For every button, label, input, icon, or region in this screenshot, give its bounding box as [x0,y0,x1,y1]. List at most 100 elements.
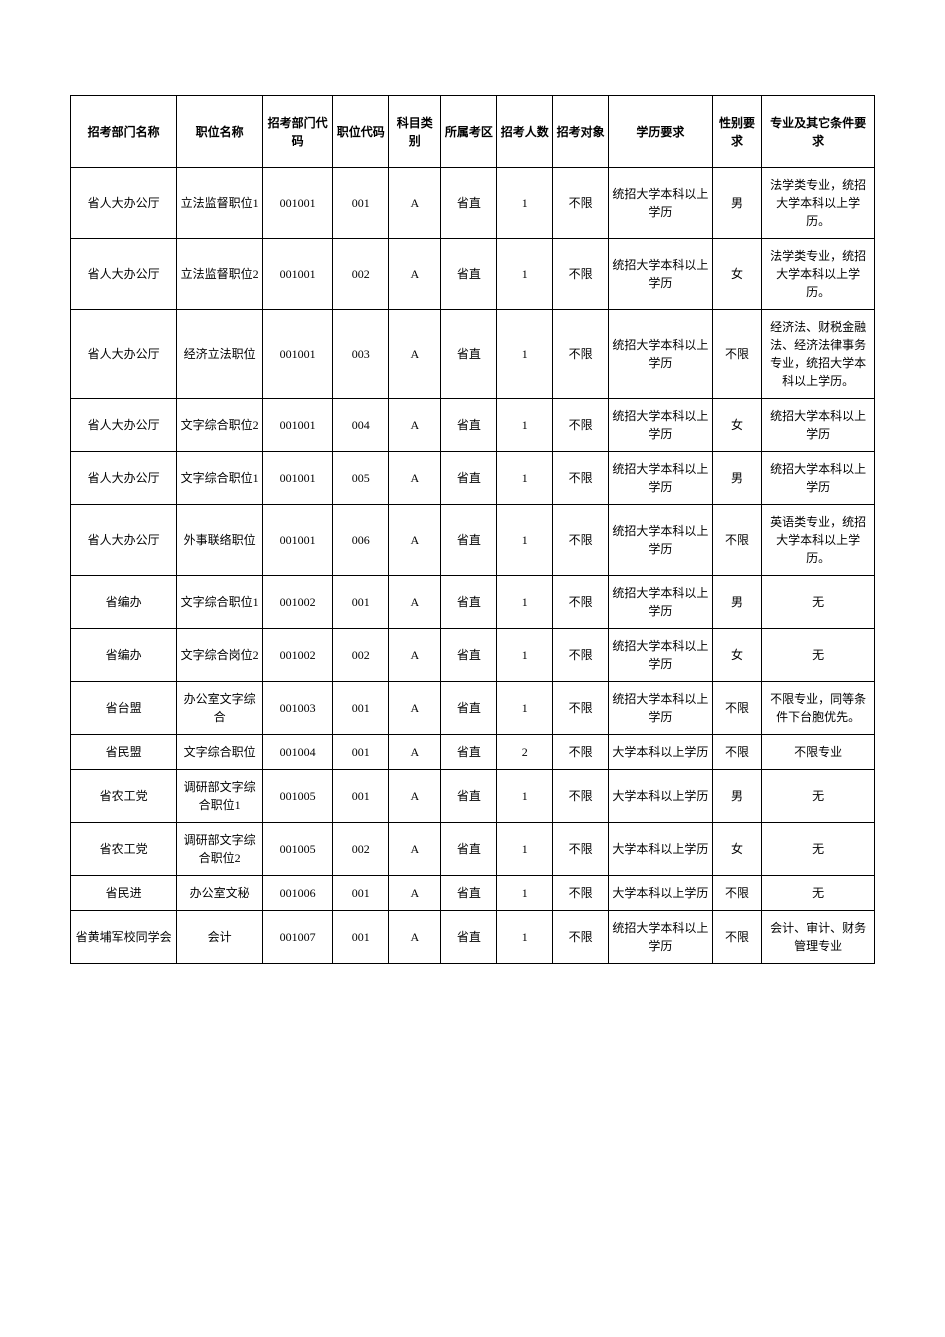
col-header-edu: 学历要求 [609,96,713,168]
cell-poscode: 001 [333,911,389,964]
cell-edu: 统招大学本科以上学历 [609,452,713,505]
table-row: 省编办文字综合职位1001002001A省直1不限统招大学本科以上学历男无 [71,576,875,629]
cell-target: 不限 [553,576,609,629]
cell-district: 省直 [441,770,497,823]
cell-other: 无 [762,876,875,911]
cell-position: 调研部文字综合职位2 [177,823,263,876]
cell-position: 办公室文秘 [177,876,263,911]
cell-count: 1 [497,682,553,735]
cell-count: 1 [497,399,553,452]
cell-dept: 省人大办公厅 [71,239,177,310]
cell-other: 统招大学本科以上学历 [762,399,875,452]
cell-gender: 女 [712,239,762,310]
cell-position: 文字综合职位1 [177,576,263,629]
cell-gender: 不限 [712,911,762,964]
cell-district: 省直 [441,682,497,735]
cell-deptcode: 001001 [262,239,332,310]
cell-position: 外事联络职位 [177,505,263,576]
cell-target: 不限 [553,629,609,682]
cell-dept: 省民盟 [71,735,177,770]
cell-dept: 省黄埔军校同学会 [71,911,177,964]
cell-count: 1 [497,168,553,239]
cell-subject: A [389,452,441,505]
cell-district: 省直 [441,239,497,310]
cell-edu: 统招大学本科以上学历 [609,911,713,964]
cell-subject: A [389,911,441,964]
cell-count: 1 [497,505,553,576]
cell-dept: 省编办 [71,629,177,682]
col-header-other: 专业及其它条件要求 [762,96,875,168]
cell-subject: A [389,505,441,576]
cell-poscode: 005 [333,452,389,505]
table-row: 省人大办公厅文字综合职位1001001005A省直1不限统招大学本科以上学历男统… [71,452,875,505]
cell-other: 法学类专业，统招大学本科以上学历。 [762,239,875,310]
cell-district: 省直 [441,168,497,239]
cell-poscode: 001 [333,682,389,735]
cell-gender: 不限 [712,682,762,735]
cell-position: 立法监督职位1 [177,168,263,239]
cell-dept: 省编办 [71,576,177,629]
table-row: 省人大办公厅立法监督职位1001001001A省直1不限统招大学本科以上学历男法… [71,168,875,239]
col-header-district: 所属考区 [441,96,497,168]
recruitment-table: 招考部门名称 职位名称 招考部门代码 职位代码 科目类别 所属考区 招考人数 招… [70,95,875,964]
cell-subject: A [389,399,441,452]
cell-poscode: 002 [333,239,389,310]
cell-target: 不限 [553,911,609,964]
cell-position: 会计 [177,911,263,964]
cell-poscode: 002 [333,629,389,682]
cell-subject: A [389,310,441,399]
cell-target: 不限 [553,735,609,770]
table-row: 省农工党调研部文字综合职位1001005001A省直1不限大学本科以上学历男无 [71,770,875,823]
cell-subject: A [389,682,441,735]
cell-poscode: 004 [333,399,389,452]
cell-other: 法学类专业，统招大学本科以上学历。 [762,168,875,239]
cell-edu: 大学本科以上学历 [609,823,713,876]
cell-count: 1 [497,239,553,310]
cell-poscode: 002 [333,823,389,876]
cell-deptcode: 001005 [262,823,332,876]
cell-edu: 大学本科以上学历 [609,770,713,823]
cell-dept: 省人大办公厅 [71,505,177,576]
cell-deptcode: 001001 [262,505,332,576]
cell-dept: 省台盟 [71,682,177,735]
cell-other: 英语类专业，统招大学本科以上学历。 [762,505,875,576]
cell-dept: 省农工党 [71,823,177,876]
cell-subject: A [389,576,441,629]
cell-gender: 男 [712,452,762,505]
col-header-deptcode: 招考部门代码 [262,96,332,168]
cell-other: 无 [762,770,875,823]
table-row: 省人大办公厅立法监督职位2001001002A省直1不限统招大学本科以上学历女法… [71,239,875,310]
cell-district: 省直 [441,505,497,576]
cell-count: 1 [497,310,553,399]
cell-poscode: 001 [333,168,389,239]
cell-count: 1 [497,770,553,823]
cell-gender: 不限 [712,876,762,911]
cell-district: 省直 [441,735,497,770]
table-row: 省黄埔军校同学会会计001007001A省直1不限统招大学本科以上学历不限会计、… [71,911,875,964]
cell-deptcode: 001001 [262,168,332,239]
cell-other: 无 [762,576,875,629]
cell-position: 文字综合职位1 [177,452,263,505]
cell-poscode: 001 [333,735,389,770]
cell-deptcode: 001001 [262,399,332,452]
cell-deptcode: 001003 [262,682,332,735]
cell-deptcode: 001002 [262,576,332,629]
cell-gender: 女 [712,629,762,682]
cell-count: 2 [497,735,553,770]
cell-target: 不限 [553,682,609,735]
col-header-position: 职位名称 [177,96,263,168]
cell-target: 不限 [553,452,609,505]
cell-deptcode: 001006 [262,876,332,911]
cell-poscode: 001 [333,770,389,823]
col-header-subject: 科目类别 [389,96,441,168]
cell-edu: 统招大学本科以上学历 [609,682,713,735]
cell-target: 不限 [553,239,609,310]
cell-position: 文字综合职位 [177,735,263,770]
cell-edu: 统招大学本科以上学历 [609,576,713,629]
cell-dept: 省民进 [71,876,177,911]
cell-target: 不限 [553,310,609,399]
cell-poscode: 001 [333,576,389,629]
cell-poscode: 003 [333,310,389,399]
cell-target: 不限 [553,876,609,911]
cell-district: 省直 [441,576,497,629]
